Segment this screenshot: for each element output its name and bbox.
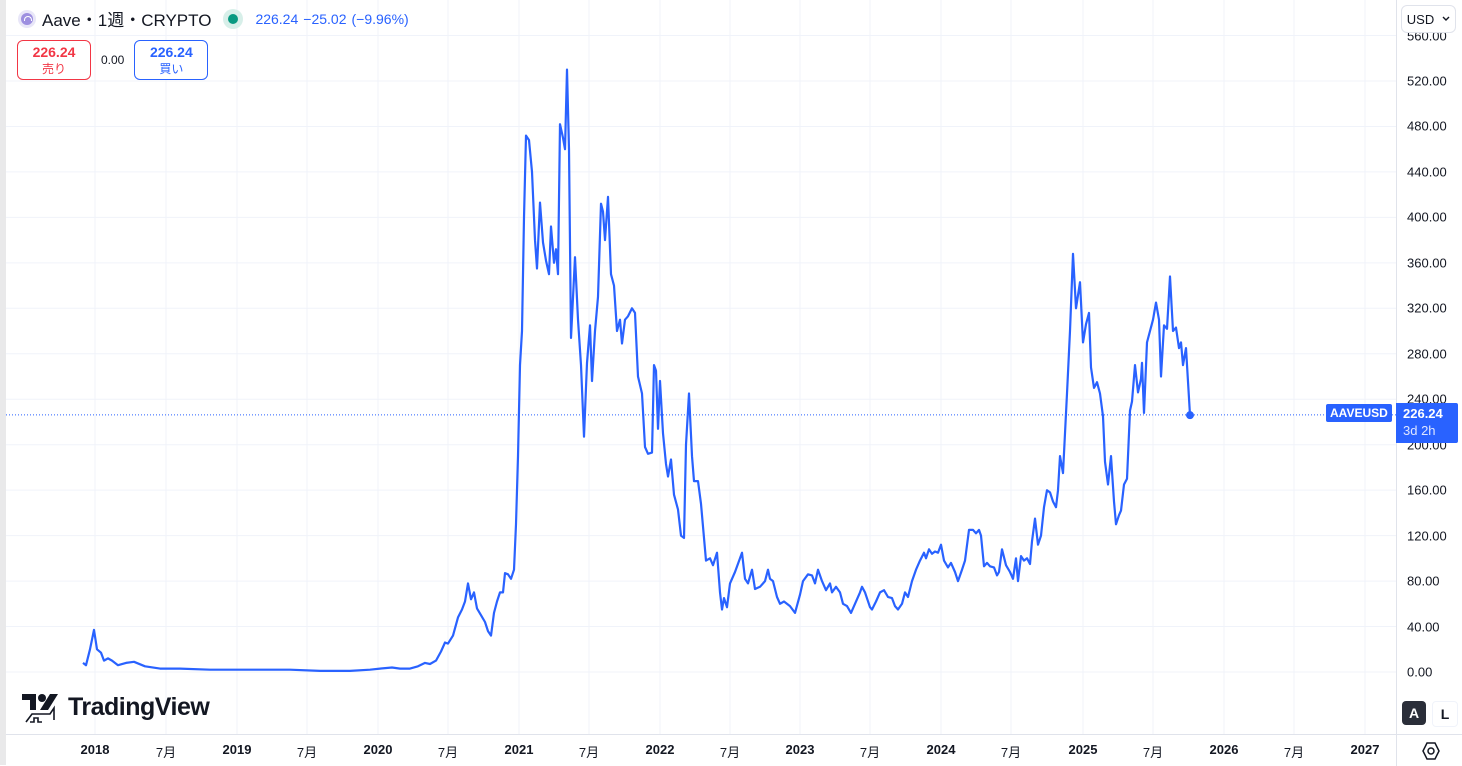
price-tick-label: 160.00	[1407, 482, 1447, 498]
bar-countdown: 3d 2h	[1403, 423, 1436, 438]
price-axis[interactable]: 560.00 520.00 480.00 440.00 400.00 360.00 320.…	[1396, 0, 1462, 734]
time-tick-label: 2022	[645, 742, 675, 757]
time-tick-label: 7月	[437, 745, 459, 760]
quote-values: 226.24 −25.02 (−9.96%)	[255, 11, 413, 27]
last-price-marker: 226.24 3d 2h	[1396, 403, 1458, 443]
time-tick-label: 7月	[296, 745, 318, 760]
time-tick-label: 2024	[926, 742, 956, 757]
price-tick-label: 320.00	[1407, 300, 1447, 316]
time-tick-label: 7月	[155, 745, 177, 760]
sell-label: 売り	[41, 61, 66, 76]
price-tick-label: 520.00	[1407, 73, 1447, 89]
auto-scale-button[interactable]: A	[1402, 701, 1426, 725]
price-tick-label: 480.00	[1407, 118, 1447, 134]
time-tick-label: 2025	[1068, 742, 1098, 757]
last-point-marker	[1186, 411, 1194, 420]
symbol-legend: Aave・1週・CRYPTO 226.24 −25.02 (−9.96%)	[18, 6, 414, 31]
time-tick-label: 7月	[859, 745, 881, 760]
chart-plot-area[interactable]	[6, 0, 1396, 734]
market-open-dot-icon	[223, 8, 244, 29]
left-edge-strip	[0, 0, 6, 765]
time-tick-label: 2026	[1209, 742, 1239, 757]
time-tick-label: 7月	[719, 745, 741, 760]
change-value: −25.02	[303, 10, 347, 27]
price-tick-label: 0.00	[1407, 664, 1433, 680]
trade-buttons: 226.24 売り 0.00 226.24 買い	[17, 40, 209, 80]
buy-button[interactable]: 226.24 買い	[134, 40, 209, 80]
currency-value: USD	[1406, 11, 1435, 27]
buy-price: 226.24	[149, 43, 193, 60]
tradingview-logo[interactable]: TradingView	[20, 690, 210, 724]
time-tick-label: 2023	[785, 742, 815, 757]
time-tick-label: 2018	[80, 742, 110, 757]
price-tick-label: 80.00	[1407, 573, 1440, 589]
time-tick-label: 7月	[1142, 745, 1164, 760]
last-value: 226.24	[255, 10, 299, 27]
price-tick-label: 240.00	[1407, 391, 1447, 407]
price-series-line[interactable]	[82, 68, 1192, 673]
tradingview-logo-icon	[22, 694, 58, 723]
price-tick-label: 120.00	[1407, 528, 1447, 544]
price-line-chart[interactable]	[6, 0, 1396, 734]
axis-corner	[1396, 734, 1462, 766]
price-tick-label: 360.00	[1407, 255, 1447, 271]
time-tick-label: 7月	[578, 745, 600, 760]
time-tick-label: 2019	[222, 742, 252, 757]
price-tick-label: 280.00	[1407, 346, 1447, 362]
symbol-price-label: AAVEUSD	[1326, 404, 1392, 422]
time-tick-label: 2020	[363, 742, 393, 757]
symbol-title[interactable]: Aave・1週・CRYPTO	[42, 11, 212, 30]
time-tick-label: 7月	[1000, 745, 1022, 760]
spread-value: 0.00	[101, 53, 125, 67]
time-tick-label: 2021	[504, 742, 534, 757]
price-tick-label: 400.00	[1407, 209, 1447, 225]
last-price-value: 226.24	[1403, 406, 1443, 421]
currency-select[interactable]: USD	[1401, 5, 1456, 33]
buy-label: 買い	[159, 61, 184, 76]
chevron-down-icon	[1442, 16, 1450, 21]
price-tick-label: 40.00	[1407, 619, 1440, 635]
time-tick-label: 7月	[1283, 745, 1305, 760]
change-pct-value: (−9.96%)	[351, 10, 409, 27]
brand-name: TradingView	[68, 692, 210, 721]
aave-logo-icon	[18, 9, 36, 28]
time-tick-label: 2027	[1350, 742, 1380, 757]
time-axis[interactable]: 2018 7月 2019 7月 2020 7月 2021 7月 2022 7月 2023 7月 2024…	[6, 734, 1396, 766]
sell-button[interactable]: 226.24 売り	[17, 40, 91, 80]
sell-price: 226.24	[32, 43, 76, 60]
price-tick-label: 440.00	[1407, 164, 1447, 180]
log-scale-button[interactable]: L	[1432, 701, 1458, 727]
settings-hexagon-icon[interactable]	[1421, 741, 1441, 761]
